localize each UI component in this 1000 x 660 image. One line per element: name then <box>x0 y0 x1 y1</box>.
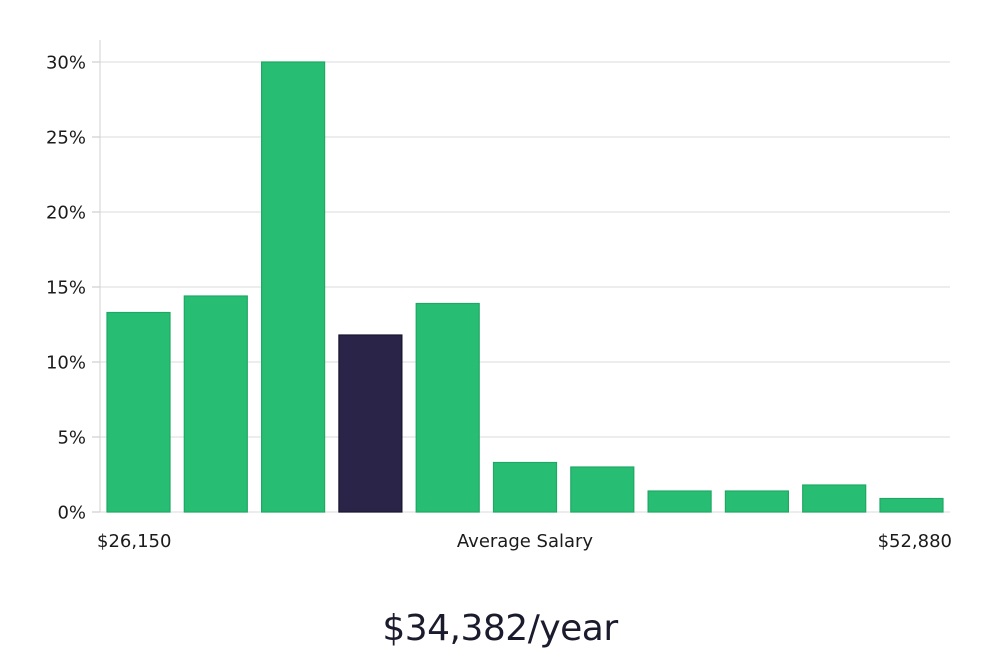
y-tick-label: 10% <box>46 353 86 374</box>
x-min-label: $26,150 <box>97 531 171 552</box>
bar <box>879 497 944 513</box>
bar <box>647 490 712 513</box>
bar-highlighted <box>338 334 403 513</box>
bars <box>106 61 944 513</box>
bar <box>261 61 326 513</box>
average-salary-value: $34,382/year <box>382 608 618 649</box>
bar <box>415 302 480 513</box>
y-tick-label: 20% <box>46 203 86 224</box>
y-axis: 0% 5% 10% 15% 20% 25% 30% <box>46 40 101 524</box>
y-tick-label: 0% <box>57 503 86 524</box>
salary-distribution-chart: 0% 5% 10% 15% 20% 25% 30% $26,150 Average Sala… <box>46 40 952 552</box>
y-tick-label: 5% <box>57 428 86 449</box>
x-axis: $26,150 Average Salary $52,880 <box>97 531 952 552</box>
x-max-label: $52,880 <box>878 531 952 552</box>
y-tick-label: 25% <box>46 128 86 149</box>
bar <box>492 461 558 513</box>
y-tick-label: 15% <box>46 278 86 299</box>
x-axis-title: Average Salary <box>457 531 594 552</box>
bar <box>724 490 790 513</box>
bar <box>570 466 635 513</box>
bar <box>183 295 248 513</box>
bar <box>106 311 171 513</box>
y-tick-label: 30% <box>46 53 86 74</box>
bar <box>802 484 867 513</box>
